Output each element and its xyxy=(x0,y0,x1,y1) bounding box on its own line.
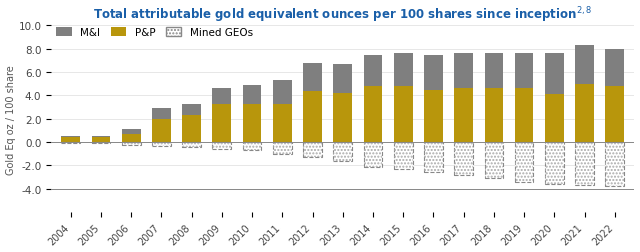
Bar xyxy=(182,142,201,147)
Bar xyxy=(243,142,261,150)
Bar xyxy=(575,142,594,185)
Bar xyxy=(303,142,322,158)
Bar xyxy=(364,142,382,167)
Bar xyxy=(182,104,201,116)
Bar xyxy=(92,136,110,137)
Bar xyxy=(424,90,443,142)
Bar xyxy=(333,142,352,161)
Bar xyxy=(454,142,473,175)
Bar xyxy=(152,142,171,147)
Y-axis label: Gold Eq oz / 100 share: Gold Eq oz / 100 share xyxy=(6,65,15,174)
Bar xyxy=(303,91,322,142)
Bar xyxy=(212,142,231,149)
Bar xyxy=(364,87,382,142)
Bar xyxy=(605,142,624,186)
Bar xyxy=(273,81,292,104)
Bar xyxy=(303,142,322,158)
Bar xyxy=(122,142,141,145)
Bar xyxy=(364,55,382,87)
Bar xyxy=(424,142,443,173)
Bar xyxy=(61,137,80,142)
Bar xyxy=(484,142,503,178)
Bar xyxy=(545,95,564,142)
Bar xyxy=(92,142,110,144)
Bar xyxy=(243,86,261,104)
Bar xyxy=(243,104,261,142)
Bar xyxy=(61,142,80,143)
Bar xyxy=(212,142,231,149)
Bar xyxy=(394,142,413,169)
Bar xyxy=(212,104,231,142)
Bar xyxy=(515,142,534,182)
Bar xyxy=(394,87,413,142)
Bar xyxy=(92,137,110,142)
Bar xyxy=(182,116,201,142)
Bar xyxy=(515,54,534,89)
Bar xyxy=(605,50,624,87)
Bar xyxy=(61,136,80,137)
Bar xyxy=(61,142,80,143)
Bar xyxy=(605,87,624,142)
Bar xyxy=(545,54,564,95)
Bar xyxy=(273,142,292,154)
Bar xyxy=(515,89,534,142)
Bar xyxy=(333,94,352,142)
Bar xyxy=(575,142,594,185)
Legend: M&I, P&P, Mined GEOs: M&I, P&P, Mined GEOs xyxy=(56,28,253,38)
Bar xyxy=(273,104,292,142)
Bar xyxy=(545,142,564,184)
Bar xyxy=(424,142,443,173)
Bar xyxy=(122,134,141,142)
Bar xyxy=(122,142,141,145)
Bar xyxy=(605,142,624,186)
Bar xyxy=(545,142,564,184)
Bar xyxy=(515,142,534,182)
Bar xyxy=(575,46,594,84)
Bar xyxy=(484,89,503,142)
Bar xyxy=(575,84,594,142)
Bar xyxy=(92,142,110,144)
Bar xyxy=(333,65,352,94)
Bar xyxy=(454,54,473,89)
Bar xyxy=(273,142,292,154)
Title: Total attributable gold equivalent ounces per 100 shares since inception$^{2,8}$: Total attributable gold equivalent ounce… xyxy=(93,6,593,25)
Bar xyxy=(424,55,443,90)
Bar xyxy=(303,64,322,91)
Bar xyxy=(454,142,473,175)
Bar xyxy=(212,89,231,104)
Bar xyxy=(394,54,413,87)
Bar xyxy=(454,89,473,142)
Bar xyxy=(394,142,413,169)
Bar xyxy=(122,130,141,134)
Bar xyxy=(333,142,352,161)
Bar xyxy=(152,109,171,119)
Bar xyxy=(484,142,503,178)
Bar xyxy=(182,142,201,147)
Bar xyxy=(364,142,382,167)
Bar xyxy=(243,142,261,150)
Bar xyxy=(152,142,171,147)
Bar xyxy=(484,54,503,89)
Bar xyxy=(152,119,171,142)
